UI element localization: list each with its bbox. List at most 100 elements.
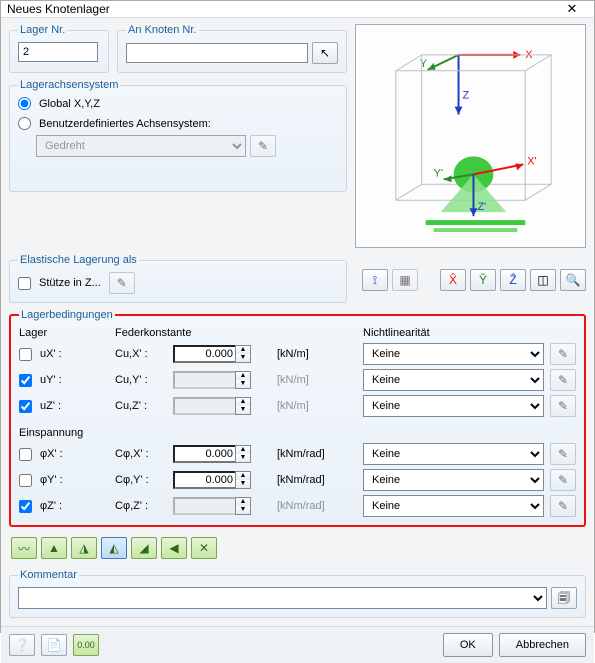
elast-legend: Elastische Lagerung als — [18, 254, 139, 266]
support-nl-uY'[interactable]: Keine — [363, 369, 544, 391]
preset-1-button[interactable]: 〰 — [11, 537, 37, 559]
support-nl-edit-uZ': ✎ — [550, 395, 576, 417]
cursor-icon: ↖ — [320, 47, 330, 59]
edit-icon: ✎ — [558, 400, 568, 412]
restraint-nl-edit-φZ': ✎ — [550, 495, 576, 517]
sym-label: uX' : — [40, 348, 62, 360]
edit-icon: ✎ — [117, 277, 127, 289]
unit-label: [kNm/rad] — [277, 474, 337, 486]
preset-3-button[interactable]: ◮ — [71, 537, 97, 559]
magnifier-icon: 🔍 — [566, 274, 581, 286]
axis-global-radio[interactable]: Global X,Y,Z — [18, 97, 100, 110]
edit-icon: ✎ — [558, 500, 568, 512]
view-zoom-button[interactable]: 🔍 — [560, 269, 586, 291]
axis-user-radio[interactable]: Benutzerdefiniertes Achsensystem: — [18, 117, 211, 130]
view-shade-button: ▦ — [392, 269, 418, 291]
units-button[interactable]: 0.00 — [73, 634, 99, 656]
help-icon: ❔ — [15, 639, 30, 651]
help-button[interactable]: ❔ — [9, 634, 35, 656]
hdr-feder: Federkonstante — [115, 327, 337, 339]
restraint-row-φZ'-check[interactable]: φZ' : — [19, 500, 109, 513]
view-z-button[interactable]: Ẑ — [500, 269, 526, 291]
unit-label: [kNm/rad] — [277, 448, 337, 460]
cancel-button[interactable]: Abbrechen — [499, 633, 586, 657]
support-row-uZ'-check[interactable]: uZ' : — [19, 400, 109, 413]
c-label: Cu,Y' : — [115, 374, 167, 386]
unit-label: [kNm/rad] — [277, 500, 337, 512]
kommentar-pick-button[interactable]: 🗐 — [551, 587, 577, 609]
kommentar-combo[interactable] — [18, 587, 547, 609]
hdr-lager: Lager — [19, 327, 109, 339]
cube-icon: ▦ — [399, 274, 410, 286]
restraint-row-φY'-check[interactable]: φY' : — [19, 474, 109, 487]
stuetze-checkbox[interactable]: Stütze in Z... — [18, 277, 101, 290]
sym-label: φY' : — [40, 474, 63, 486]
support-nl-edit-uX': ✎ — [550, 343, 576, 365]
support-spin-uZ': ▲▼ — [173, 397, 253, 415]
y-axis-icon: Ŷ — [479, 274, 487, 286]
sym-label: uY' : — [40, 374, 62, 386]
support-nl-uX'[interactable]: Keine — [363, 343, 544, 365]
view-iso-button[interactable]: ◫ — [530, 269, 556, 291]
pick-node-button[interactable]: ↖ — [312, 42, 338, 64]
details-button[interactable]: 📄 — [41, 634, 67, 656]
units-icon: 0.00 — [77, 641, 95, 650]
view-x-button[interactable]: X̂ — [440, 269, 466, 291]
restraint-spin-φX'[interactable]: ▲▼ — [173, 445, 253, 463]
restraint-row-φX'-check[interactable]: φX' : — [19, 448, 109, 461]
restraint-nl-φY'[interactable]: Keine — [363, 469, 544, 491]
axis-edit-button: ✎ — [250, 135, 276, 157]
c-label: Cu,X' : — [115, 348, 167, 360]
axis-combo: Gedreht — [36, 135, 246, 157]
lager-nr-legend: Lager Nr. — [18, 24, 67, 36]
hdr-nl: Nichtlinearität — [363, 327, 544, 339]
preset-2-button[interactable]: ▲ — [41, 537, 67, 559]
c-label: Cφ,Y' : — [115, 474, 167, 486]
support-row-uX'-check[interactable]: uX' : — [19, 348, 109, 361]
pencil-icon: ✎ — [258, 140, 268, 152]
restraint-spin-φY'[interactable]: ▲▼ — [173, 471, 253, 489]
c-label: Cφ,X' : — [115, 448, 167, 460]
preset-4-button[interactable]: ◭ — [101, 537, 127, 559]
axes-icon: ⟟ — [373, 274, 377, 286]
support-row-uY'-check[interactable]: uY' : — [19, 374, 109, 387]
restraint-nl-edit-φY': ✎ — [550, 469, 576, 491]
view-axes-button[interactable]: ⟟ — [362, 269, 388, 291]
axis-global-label: Global X,Y,Z — [39, 98, 100, 110]
lager-nr-input[interactable] — [18, 42, 98, 62]
support-nl-uZ'[interactable]: Keine — [363, 395, 544, 417]
ok-button[interactable]: OK — [443, 633, 493, 657]
restraint-spin-φZ': ▲▼ — [173, 497, 253, 515]
restraint-nl-edit-φX': ✎ — [550, 443, 576, 465]
edit-icon: ✎ — [558, 474, 568, 486]
support-spin-uX'[interactable]: ▲▼ — [173, 345, 253, 363]
svg-text:Z': Z' — [477, 201, 486, 213]
c-label: Cu,Z' : — [115, 400, 167, 412]
restraint-nl-φX'[interactable]: Keine — [363, 443, 544, 465]
beding-legend: Lagerbedingungen — [19, 309, 115, 321]
sym-label: uZ' : — [40, 400, 61, 412]
view-y-button[interactable]: Ŷ — [470, 269, 496, 291]
unit-label: [kN/m] — [277, 374, 337, 386]
x-axis-icon: X̂ — [449, 274, 457, 286]
an-knoten-legend: An Knoten Nr. — [126, 24, 199, 36]
sym-label: φX' : — [40, 448, 63, 460]
preset-5-button[interactable]: ◢ — [131, 537, 157, 559]
stuetze-label: Stütze in Z... — [39, 277, 101, 289]
svg-text:X': X' — [527, 155, 536, 167]
achsen-legend: Lagerachsensystem — [18, 79, 120, 91]
preset-6-button[interactable]: ◀ — [161, 537, 187, 559]
an-knoten-input[interactable] — [126, 43, 308, 63]
unit-label: [kN/m] — [277, 400, 337, 412]
note-icon: 🗐 — [558, 592, 570, 604]
edit-icon: ✎ — [558, 448, 568, 460]
support-nl-edit-uY': ✎ — [550, 369, 576, 391]
svg-text:Z: Z — [463, 90, 470, 102]
kommentar-legend: Kommentar — [18, 569, 79, 581]
restraint-nl-φZ'[interactable]: Keine — [363, 495, 544, 517]
preset-7-button[interactable]: ✕ — [191, 537, 217, 559]
lagerbedingungen-group: Lagerbedingungen Lager Federkonstante Ni… — [9, 309, 586, 527]
iso-icon: ◫ — [537, 274, 548, 286]
close-icon[interactable]: ✕ — [556, 1, 588, 17]
window-title: Neues Knotenlager — [7, 2, 556, 16]
